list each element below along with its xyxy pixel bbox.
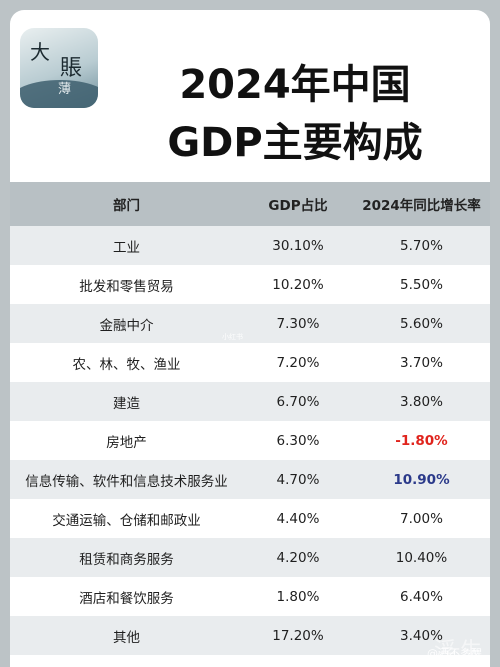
cell-growth: 3.40% <box>400 627 443 644</box>
table-row: 批发和零售贸易 10.20% 5.50% <box>10 265 490 304</box>
cell-growth: 3.80% <box>400 393 443 410</box>
credit-watermark: @酒不多醒 <box>427 647 482 660</box>
cell-gdp-share: 4.40% <box>276 510 320 527</box>
cell-dept: 建造 <box>113 395 140 412</box>
cell-dept: 租赁和商务服务 <box>79 551 174 568</box>
table-row: 金融中介 7.30% 5.60% <box>10 304 490 343</box>
table-row: 工业 30.10% 5.70% <box>10 226 490 265</box>
cell-dept: 农、林、牧、渔业 <box>72 356 181 373</box>
cell-dept: 信息传输、软件和信息技术服务业 <box>25 473 228 490</box>
gdp-table: 部门 GDP占比 2024年同比增长率 工业 30.10% 5.70% 批发和零售贸易… <box>10 182 490 655</box>
cell-dept: 工业 <box>113 239 140 256</box>
cell-growth: 7.00% <box>400 510 443 527</box>
cell-dept: 酒店和餐饮服务 <box>79 590 174 607</box>
logo-char-1: 大 <box>30 40 50 64</box>
cell-growth: 5.60% <box>400 315 443 332</box>
header-gdp-share: GDP占比 <box>268 198 328 214</box>
cell-gdp-share: 4.70% <box>276 471 320 488</box>
cell-gdp-share: 1.80% <box>276 588 320 605</box>
center-watermark: 小红书 <box>222 333 243 341</box>
page-title-line-2: GDP主要构成 <box>167 120 423 166</box>
cell-gdp-share: 7.30% <box>276 315 320 332</box>
table-body: 工业 30.10% 5.70% 批发和零售贸易 10.20% 5.50% 金融中介 7.30%… <box>10 226 490 655</box>
cell-growth: 5.70% <box>400 237 443 254</box>
page-title-line-1: 2024年中国 <box>179 62 411 108</box>
cell-dept: 金融中介 <box>99 317 154 334</box>
cell-gdp-share: 4.20% <box>276 549 320 566</box>
cell-dept: 批发和零售贸易 <box>79 278 174 295</box>
table-row: 租赁和商务服务 4.20% 10.40% <box>10 538 490 577</box>
cell-gdp-share: 6.30% <box>276 432 320 449</box>
header-dept: 部门 <box>113 198 140 214</box>
table-row: 建造 6.70% 3.80% <box>10 382 490 421</box>
table-row: 其他 17.20% 3.40% <box>10 616 490 655</box>
table-row: 农、林、牧、渔业 7.20% 3.70% <box>10 343 490 382</box>
cell-growth: 10.90% <box>393 471 450 488</box>
cell-dept: 房地产 <box>106 434 147 451</box>
cell-gdp-share: 10.20% <box>272 276 324 293</box>
cell-growth: 6.40% <box>400 588 443 605</box>
cell-gdp-share: 7.20% <box>276 354 320 371</box>
cell-growth: 10.40% <box>395 549 448 566</box>
table-row: 交通运输、仓储和邮政业 4.40% 7.00% <box>10 499 490 538</box>
table-row: 信息传输、软件和信息技术服务业 4.70% 10.90% <box>10 460 490 499</box>
cell-growth: -1.80% <box>395 432 448 449</box>
cell-growth: 3.70% <box>400 354 443 371</box>
cell-growth: 5.50% <box>400 276 443 293</box>
logo-char-3: 薄 <box>58 82 72 97</box>
logo-char-2: 賬 <box>60 56 83 81</box>
cell-gdp-share: 6.70% <box>276 393 320 410</box>
cell-dept: 其他 <box>113 629 140 646</box>
logo-wave-graphic <box>20 80 98 108</box>
logo: 大 賬 薄 <box>20 28 98 108</box>
table-row: 房地产 6.30% -1.80% <box>10 421 490 460</box>
cell-gdp-share: 30.10% <box>272 237 324 254</box>
bottom-watermark: 浮生 <box>433 639 486 664</box>
cell-dept: 交通运输、仓储和邮政业 <box>52 512 201 529</box>
table-row: 酒店和餐饮服务 1.80% 6.40% <box>10 577 490 616</box>
table-header-row: 部门 GDP占比 2024年同比增长率 <box>10 182 490 226</box>
header-growth: 2024年同比增长率 <box>362 198 481 214</box>
cell-gdp-share: 17.20% <box>272 627 324 644</box>
